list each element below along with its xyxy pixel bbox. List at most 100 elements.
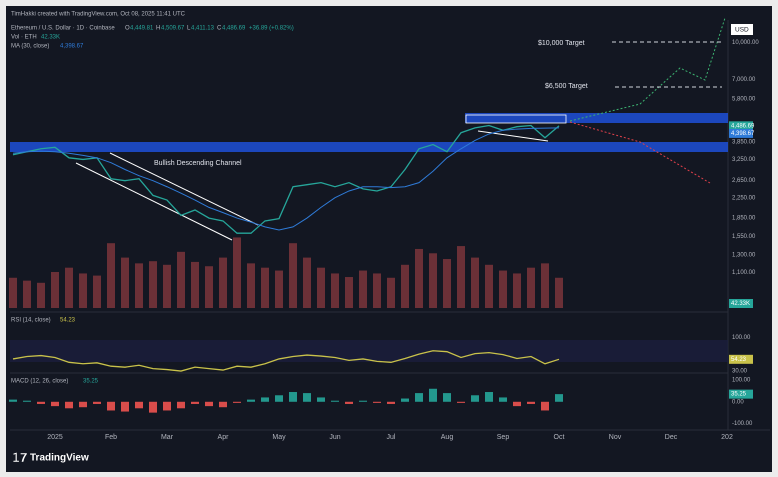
annotation: $10,000 Target [538,40,585,47]
histogram-bar [387,401,395,404]
y-tick-label: 100.00 [732,335,751,341]
histogram-bar [37,401,45,404]
x-tick-label: Oct [554,434,565,441]
y-tick-label: 1,850.00 [732,216,756,222]
histogram-bar [499,397,507,402]
histogram-bar [51,401,59,407]
y-tick-label: 2,250.00 [732,195,756,201]
volume-bar [23,280,31,308]
price-badge-label: 4,398.67 [731,131,755,137]
volume-bar [555,277,563,308]
histogram-bar [65,401,73,409]
histogram-bar [401,398,409,402]
histogram-bar [233,401,241,403]
currency-box [731,24,753,35]
price-badge [729,389,753,399]
histogram-bar [317,397,325,402]
volume-bar [135,263,143,308]
rsi-label: RSI (14, close) [11,318,51,324]
histogram-bar [23,400,31,402]
volume-bar [471,257,479,308]
y-tick-label: 1,100.00 [732,270,756,276]
ohlc-value: 4,411.13 [191,26,215,32]
y-tick-label: 5,800.00 [732,97,756,103]
volume-bar [191,261,199,308]
y-tick-label: 30.00 [732,369,748,375]
channel-line [75,162,233,241]
x-tick-label: Jul [387,434,396,441]
volume-bar [261,267,269,308]
price-badge-label: 54.23 [731,357,747,363]
histogram-bar [303,393,311,402]
price-badge [729,299,753,308]
volume-bar [331,273,339,308]
channel-line [109,152,259,226]
macd-value: 35.25 [83,379,99,385]
histogram-bar [247,399,255,402]
ohlc-value: 4,449.81 [130,26,154,32]
volume-bar [93,275,101,308]
y-tick-label: 3,850.00 [732,139,756,145]
histogram-bar [471,395,479,402]
histogram-bar [177,401,185,409]
x-tick-label: Jun [329,434,340,441]
volume-bar [499,270,507,308]
ohlc-key: L [187,26,191,32]
histogram-bar [163,401,171,411]
macd-label: MACD (12, 26, close) [11,379,68,385]
x-tick-label: 202 [721,434,733,441]
annotation: Bullish Descending Channel [154,160,242,167]
volume-bar [289,243,297,308]
y-tick-label: 3,250.00 [732,157,756,163]
y-tick-label: 10,000.00 [732,40,759,46]
histogram-bar [527,401,535,404]
volume-bar [107,243,115,308]
resistance-zone [465,113,728,123]
series-line [12,124,560,234]
histogram-bar [513,401,521,407]
volume-bar [303,257,311,308]
histogram-bar [9,399,17,402]
volume-bar [65,267,73,308]
y-tick-label: 7,000.00 [732,77,756,83]
histogram-bar [79,401,87,408]
ohlc: O 4,449.81 H 4,509.67 L 4,411.13 C 4,486… [125,26,294,32]
brand: TradingView [30,453,89,464]
histogram-bar [457,401,465,403]
x-tick-label: Apr [218,434,230,441]
ohlc-change: +36.89 (+0.82%) [249,26,294,32]
volume-bar [163,264,171,308]
histogram-bar [205,401,213,407]
series-line [12,127,560,231]
y-tick-label: 1,550.00 [732,234,756,240]
volume-bar [527,267,535,308]
volume-bar [219,257,227,308]
price-badge [729,121,753,131]
volume-bar [387,277,395,308]
support-zone [10,142,728,152]
y-tick-label: 2,650.00 [732,178,756,184]
histogram-bar [107,401,115,411]
rsi-value: 54.23 [60,318,76,324]
bear-projection [569,121,711,184]
currency: USD [735,27,749,34]
volume-bar [485,264,493,308]
histogram-bar [359,400,367,402]
x-tick-label: Mar [161,434,174,441]
frame [6,6,772,472]
volume-bar [429,253,437,308]
histogram-bar [555,394,563,402]
price-badge [729,354,753,364]
ma-label: MA (30, close) [11,44,49,50]
volume-bar [149,261,157,308]
volume-bar [317,267,325,308]
volume-bar [443,259,451,308]
histogram-bar [415,393,423,402]
volume-bar [415,248,423,308]
price-badge-label: 4,486.69 [731,123,755,129]
x-tick-label: May [272,434,286,441]
volume-bar [9,277,17,308]
volume-bar [457,246,465,308]
